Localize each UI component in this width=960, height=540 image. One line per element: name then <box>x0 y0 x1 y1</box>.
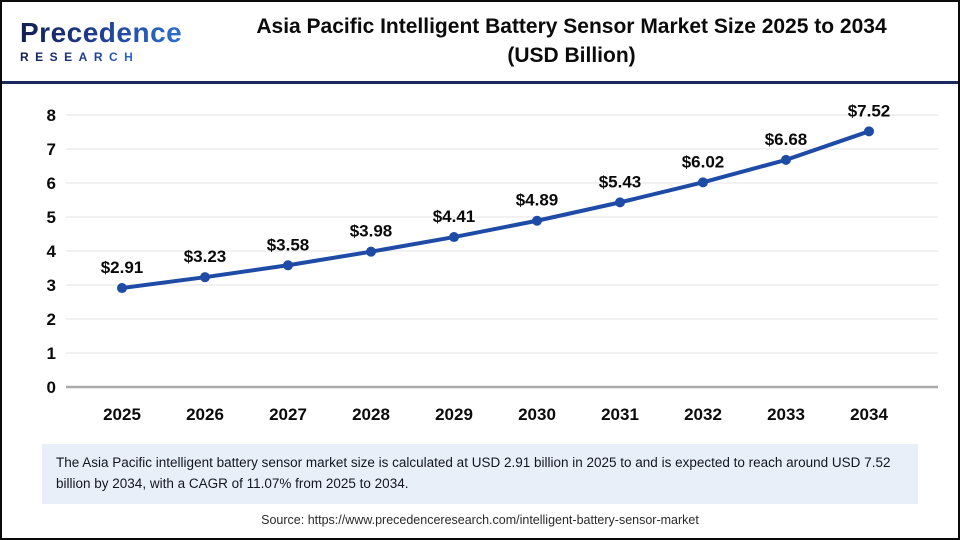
summary-text: The Asia Pacific intelligent battery sen… <box>56 455 891 491</box>
data-point-2031 <box>615 197 625 208</box>
data-label-2032: $6.02 <box>682 152 725 171</box>
data-label-2028: $3.98 <box>350 222 393 241</box>
data-label-2033: $6.68 <box>765 130 808 149</box>
header: Precedence RESEARCH Asia Pacific Intelli… <box>2 2 958 84</box>
data-point-2026 <box>200 272 210 283</box>
y-tick-label: 6 <box>47 174 56 193</box>
data-point-2028 <box>366 246 376 257</box>
data-point-2029 <box>449 232 459 243</box>
x-tick-label-2032: 2032 <box>684 405 722 424</box>
y-tick-label: 7 <box>47 140 56 159</box>
y-tick-label: 0 <box>47 378 56 397</box>
data-point-2033 <box>781 154 791 165</box>
data-label-2030: $4.89 <box>516 191 559 210</box>
x-tick-label-2033: 2033 <box>767 405 805 424</box>
page-title-line1: Asia Pacific Intelligent Battery Sensor … <box>256 15 887 39</box>
data-point-2032 <box>698 177 708 188</box>
data-label-2029: $4.41 <box>433 207 476 226</box>
page-title: Asia Pacific Intelligent Battery Sensor … <box>205 13 946 70</box>
x-tick-label-2028: 2028 <box>352 405 390 424</box>
y-tick-label: 5 <box>47 208 56 227</box>
trend-line <box>120 129 871 291</box>
logo-subtitle: RESEARCH <box>20 50 140 64</box>
x-tick-label-2025: 2025 <box>103 405 141 424</box>
data-point-2030 <box>532 215 542 226</box>
data-label-2031: $5.43 <box>599 172 642 191</box>
x-tick-label-2026: 2026 <box>186 405 224 424</box>
y-tick-label: 2 <box>47 310 56 329</box>
data-point-2034 <box>864 126 874 137</box>
x-tick-label-2031: 2031 <box>601 405 639 424</box>
y-tick-label: 1 <box>47 344 56 363</box>
summary-box: The Asia Pacific intelligent battery sen… <box>42 444 918 504</box>
y-tick-label: 3 <box>47 276 56 295</box>
x-tick-label-2029: 2029 <box>435 405 473 424</box>
data-label-2025: $2.91 <box>101 258 144 277</box>
logo-wordmark: Precedence <box>20 17 183 48</box>
data-label-2027: $3.58 <box>267 235 310 254</box>
data-label-2034: $7.52 <box>848 101 891 120</box>
line-chart-svg: 0 1 2 3 4 5 6 7 8 2025 2026 2027 2028 2029 2030 2031 203… <box>47 101 938 424</box>
x-tick-label-2034: 2034 <box>850 405 888 424</box>
data-label-2026: $3.23 <box>184 247 227 266</box>
market-size-line-chart: 0 1 2 3 4 5 6 7 8 2025 2026 2027 2028 2029 2030 2031 203… <box>2 86 958 438</box>
x-tick-label-2027: 2027 <box>269 405 307 424</box>
source-text: Source: https://www.precedenceresearch.c… <box>261 512 699 527</box>
page-title-line2: (USD Billion) <box>507 43 636 67</box>
y-tick-label: 4 <box>47 242 57 261</box>
x-tick-label-2030: 2030 <box>518 405 556 424</box>
y-tick-label: 8 <box>47 106 56 125</box>
precedence-research-logo: Precedence RESEARCH <box>14 17 205 65</box>
data-point-2027 <box>283 260 293 271</box>
data-point-2025 <box>117 283 127 294</box>
